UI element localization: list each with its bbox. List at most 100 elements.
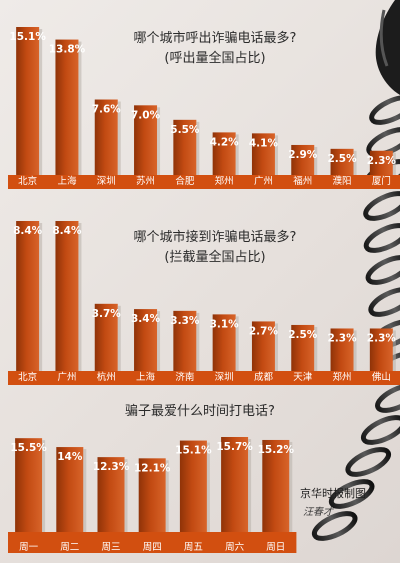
- bar-shadow: [165, 460, 169, 532]
- bar: [97, 457, 125, 532]
- chart-title: 骗子最爱什么时间打电话?: [125, 404, 275, 419]
- category-label: 广州: [254, 175, 273, 187]
- category-label: 上海: [136, 371, 156, 383]
- bar: [55, 39, 79, 176]
- cord-coil: [375, 383, 400, 413]
- cord-coil: [366, 127, 400, 157]
- data-label: 3.1%: [210, 318, 240, 330]
- bar-shadow: [196, 312, 200, 371]
- category-label: 北京: [18, 175, 37, 187]
- data-label: 7.6%: [92, 104, 122, 116]
- bar: [251, 133, 275, 175]
- chart-subtitle: (呼出量全国占比): [164, 50, 265, 66]
- bar-chart-3: 骗子最爱什么时间打电话? 15.5% 周一 14% 周二 12.3% 周三 12.1% 周四 15…: [8, 404, 297, 553]
- category-label: 周三: [101, 542, 120, 553]
- category-label: 杭州: [97, 371, 116, 383]
- category-label: 北京: [18, 371, 37, 383]
- author-signature: 汪春才: [303, 506, 334, 518]
- bar-shadow: [248, 439, 252, 532]
- cord-coil: [365, 255, 400, 285]
- bar: [221, 437, 249, 532]
- data-label: 15.2%: [258, 444, 295, 456]
- bar: [56, 447, 84, 532]
- bar-shadow: [289, 441, 293, 532]
- cord-coil: [368, 287, 400, 317]
- bar: [55, 221, 79, 371]
- bar-shadow: [353, 330, 357, 371]
- category-label: 深圳: [215, 372, 234, 383]
- data-label: 12.1%: [134, 462, 171, 474]
- credit-text: 京华时报制图: [300, 486, 366, 500]
- bar: [330, 148, 354, 175]
- chart-title: 哪个城市呼出诈骗电话最多?: [134, 30, 297, 46]
- category-label: 周日: [266, 542, 285, 553]
- bar: [16, 27, 40, 175]
- bar-shadow: [83, 449, 87, 532]
- data-label: 2.9%: [288, 149, 318, 161]
- data-label: 15.7%: [216, 441, 253, 453]
- bar-shadow: [39, 29, 43, 175]
- category-label: 深圳: [97, 176, 116, 187]
- cord-coil: [345, 447, 392, 477]
- bar-shadow: [78, 223, 82, 371]
- bar-shadow: [392, 330, 396, 371]
- data-label: 2.7%: [249, 325, 279, 337]
- category-strip: [8, 175, 400, 189]
- bar: [134, 105, 158, 175]
- telephone-handset-icon: [375, 0, 400, 95]
- bar-shadow: [78, 41, 82, 176]
- phone-cord-icon: [311, 95, 400, 541]
- bar-shadow: [157, 107, 161, 175]
- category-label: 厦门: [372, 175, 391, 187]
- category-label: 广州: [57, 371, 76, 383]
- bar-shadow: [314, 146, 318, 175]
- data-label: 2.5%: [327, 153, 357, 165]
- bar-shadow: [117, 305, 121, 371]
- chart-title: 哪个城市接到诈骗电话最多?: [134, 229, 297, 245]
- category-strip: [8, 532, 297, 553]
- cord-coil: [363, 191, 400, 221]
- bar-shadow: [117, 101, 121, 175]
- bar: [94, 99, 118, 175]
- chart-subtitle: (拦截量全国占比): [164, 249, 265, 265]
- bar: [138, 458, 166, 532]
- bar: [173, 119, 197, 175]
- bar: [262, 439, 290, 532]
- cord-coil: [369, 95, 400, 125]
- bar-shadow: [235, 316, 239, 371]
- bar: [369, 150, 393, 175]
- bar: [134, 309, 158, 371]
- data-label: 8.4%: [13, 225, 43, 237]
- bar-shadow: [274, 135, 278, 175]
- data-label: 4.1%: [249, 137, 279, 149]
- data-label: 15.5%: [10, 442, 47, 454]
- data-label: 2.3%: [367, 332, 397, 344]
- bar: [291, 324, 315, 371]
- data-label: 3.3%: [170, 315, 200, 327]
- data-label: 15.1%: [175, 445, 212, 457]
- data-label: 4.2%: [210, 136, 240, 148]
- bar-chart-1: 哪个城市呼出诈骗电话最多? (呼出量全国占比) 15.1% 北京 13.8% 上海 7.6%…: [8, 27, 400, 189]
- bar-shadow: [314, 326, 318, 371]
- data-label: 13.8%: [49, 44, 86, 56]
- bar-shadow: [42, 440, 46, 532]
- category-label: 郑州: [215, 175, 234, 187]
- bar: [251, 321, 275, 371]
- category-label: 天津: [293, 372, 313, 383]
- category-label: 合肥: [175, 175, 195, 187]
- bar-shadow: [39, 223, 43, 371]
- data-label: 2.5%: [288, 329, 318, 341]
- bar: [15, 438, 43, 532]
- bar: [330, 328, 354, 371]
- data-label: 8.4%: [52, 225, 82, 237]
- cord-coil: [360, 415, 400, 445]
- bar: [173, 310, 197, 371]
- data-label: 14%: [57, 451, 83, 463]
- bar-shadow: [196, 121, 200, 175]
- category-label: 周六: [225, 541, 245, 553]
- data-label: 12.3%: [93, 461, 130, 473]
- bar: [212, 132, 236, 175]
- bar-shadow: [274, 323, 278, 371]
- category-label: 福州: [293, 175, 312, 187]
